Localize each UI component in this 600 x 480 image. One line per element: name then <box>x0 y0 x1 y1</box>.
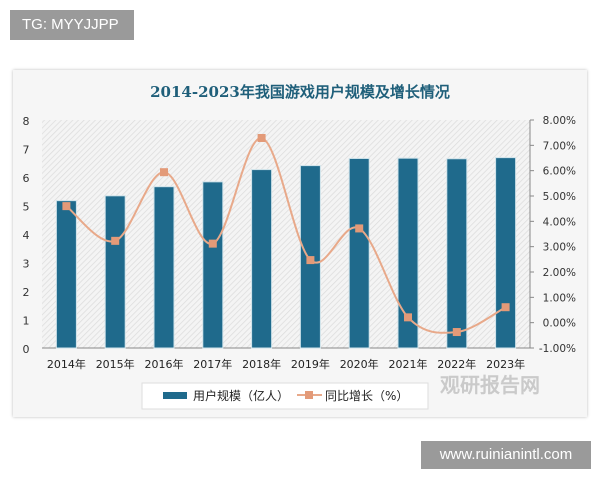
legend <box>141 382 429 410</box>
watermark-site: www.ruinianintl.com <box>421 441 591 469</box>
bar <box>153 186 175 349</box>
x-tick-label: 2019年 <box>291 357 330 371</box>
y2-tick-label: 3.00% <box>543 242 576 254</box>
y2-tick-label: 4.00% <box>543 216 576 228</box>
growth-marker <box>208 239 217 248</box>
bar <box>397 157 419 349</box>
growth-marker <box>452 328 461 337</box>
bar <box>202 181 224 349</box>
x-tick-label: 2016年 <box>145 357 184 371</box>
growth-marker <box>404 313 412 322</box>
y-tick-label: 1 <box>23 315 30 328</box>
chart-title: 2014-2023年我国游戏用户规模及增长情况 <box>150 83 450 101</box>
bar <box>251 169 273 349</box>
growth-marker <box>111 236 120 245</box>
growth-marker <box>306 256 315 265</box>
y-tick-label: 7 <box>23 144 30 157</box>
y-tick-label: 6 <box>23 172 30 185</box>
bar <box>446 158 468 349</box>
y-tick-label: 2 <box>23 286 30 299</box>
y2-tick-label: 6.00% <box>543 166 576 178</box>
legend-line-label: 同比增长（%） <box>325 389 408 403</box>
watermark-tg: TG: MYYJJPP <box>10 10 134 40</box>
growth-marker <box>160 168 168 177</box>
y-tick-label: 0 <box>23 343 30 356</box>
growth-line <box>65 136 507 334</box>
x-tick-label: 2023年 <box>486 357 525 371</box>
legend-bar-label: 用户规模（亿人） <box>193 388 289 403</box>
x-tick-label: 2017年 <box>193 357 232 371</box>
y-tick-label: 5 <box>23 201 30 214</box>
growth-marker <box>257 133 266 142</box>
x-tick-label: 2020年 <box>340 357 379 371</box>
y2-tick-label: 2.00% <box>543 267 576 279</box>
y2-tick-label: 7.00% <box>543 140 576 152</box>
logo-watermark: 观研报告网 <box>440 373 540 397</box>
bar <box>104 195 126 349</box>
y-tick-label: 4 <box>23 229 30 242</box>
bar <box>495 157 517 349</box>
x-tick-label: 2015年 <box>96 357 135 371</box>
y-tick-label: 8 <box>23 115 30 128</box>
bar <box>55 200 77 349</box>
growth-marker <box>501 303 510 312</box>
legend-bar-swatch <box>163 392 187 399</box>
y2-tick-label: 1.00% <box>543 292 576 304</box>
x-tick-label: 2014年 <box>47 357 86 371</box>
x-tick-label: 2022年 <box>437 357 476 371</box>
y2-tick-label: 8.00% <box>543 115 576 127</box>
bar <box>348 157 370 349</box>
growth-marker <box>355 224 364 233</box>
y2-tick-label: 0.00% <box>543 318 576 330</box>
growth-marker <box>62 202 71 211</box>
legend-line-marker <box>305 391 313 399</box>
x-tick-label: 2021年 <box>389 357 428 371</box>
y-tick-label: 3 <box>23 258 30 271</box>
y2-tick-label: 5.00% <box>543 191 576 203</box>
x-tick-label: 2018年 <box>242 357 281 371</box>
y2-tick-label: -1.00% <box>539 343 576 355</box>
